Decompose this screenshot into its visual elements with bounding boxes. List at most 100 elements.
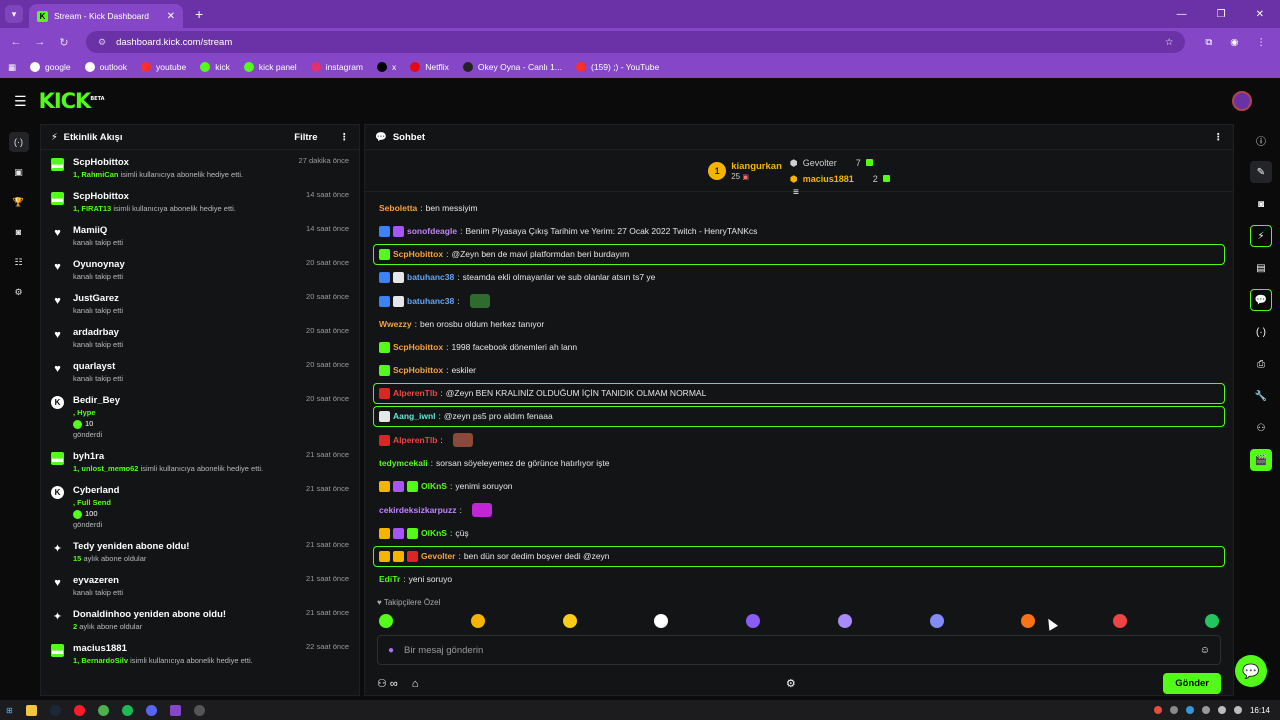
emote-icon[interactable] — [654, 614, 669, 628]
activity-item[interactable]: K Cyberland , Full Send 100 gönderdi 21 saat … — [41, 478, 359, 534]
chat-message[interactable]: AlperenTlb: — [373, 429, 1225, 451]
file-explorer-icon[interactable] — [25, 704, 37, 716]
activity-item[interactable]: ▬ ScpHobittox 1, FIRAT13 isimli kullanıcıy… — [41, 184, 359, 218]
kick-logo[interactable]: KICKBETA — [38, 89, 105, 113]
tab-search-button[interactable]: ▾ — [5, 5, 23, 23]
activity-item[interactable]: ✦ Tedy yeniden abone oldu! 15 aylık abone … — [41, 534, 359, 568]
chat-username[interactable]: OlKnS — [421, 481, 447, 491]
activity-item[interactable]: ♥ eyvazeren kanalı takip etti 21 saat önce — [41, 568, 359, 602]
quick-actions-icon[interactable]: ⚡ — [1250, 225, 1272, 247]
send-button[interactable]: Gönder — [1163, 673, 1221, 694]
chat-username[interactable]: sonofdeagle — [407, 226, 458, 236]
new-tab-button[interactable]: + — [195, 6, 204, 22]
clapperboard-icon[interactable]: 🎬 — [1250, 449, 1272, 471]
activity-item[interactable]: ♥ Oyunoynay kanalı takip etti 20 saat önce — [41, 252, 359, 286]
apps-grid-icon[interactable]: ▦ — [8, 61, 17, 72]
bookmark-item[interactable]: x — [377, 62, 396, 72]
edit-pencil-icon[interactable]: ✎ — [1250, 161, 1272, 183]
spotify-icon[interactable] — [121, 704, 133, 716]
tray-icon[interactable] — [1217, 706, 1226, 714]
gifter-3[interactable]: ⬢ macius1881 2 — [790, 171, 890, 187]
chat-message[interactable]: EdiTr: yeni soruyo — [379, 574, 453, 584]
activity-item[interactable]: K Bedir_Bey , Hype 10 gönderdi 20 saat önce — [41, 388, 359, 444]
chat-username[interactable]: EdiTr — [379, 574, 401, 584]
bookmark-star-icon[interactable]: ☆ — [1164, 36, 1174, 48]
profile-icon[interactable]: ◉ — [1230, 36, 1239, 48]
tray-icon[interactable] — [1153, 706, 1162, 714]
chrome-icon[interactable] — [97, 704, 109, 716]
tray-icon[interactable] — [1185, 706, 1194, 714]
chat-username[interactable]: batuhanc38 — [407, 272, 455, 282]
chat-message[interactable]: OlKnS: yenimi soruyon — [373, 476, 1225, 497]
chat-username[interactable]: Gevolter — [421, 551, 456, 561]
capture-icon[interactable]: ◙ — [1257, 198, 1265, 210]
more-options-icon[interactable]: ⋮ — [339, 131, 350, 143]
notes-icon[interactable]: ▤ — [1256, 262, 1266, 274]
bookmark-item[interactable]: (159) ;) - YouTube — [575, 62, 659, 72]
chat-message[interactable]: Gevolter: ben dün sor dedim boşver dedi … — [373, 546, 1225, 567]
browser-menu-icon[interactable]: ⋮ — [1256, 36, 1267, 48]
camera-icon[interactable]: ◙ — [15, 227, 22, 237]
steam-icon[interactable] — [49, 704, 61, 716]
chat-message-input[interactable] — [404, 644, 1190, 656]
chat-username[interactable]: AlperenTlb — [393, 434, 438, 445]
chat-username[interactable]: Aang_iwnl — [393, 411, 436, 421]
chat-message[interactable]: cekirdeksizkarpuzz: — [373, 499, 1225, 521]
chat-username[interactable]: ScpHobittox — [393, 365, 444, 375]
emoji-icon[interactable]: ☺ — [1199, 644, 1210, 656]
bookmark-item[interactable]: outlook — [84, 62, 127, 72]
gifter-2[interactable]: ⬢ Gevolter 7 — [790, 155, 890, 171]
bookmark-item[interactable]: youtube — [140, 62, 186, 72]
tray-icon[interactable] — [1233, 706, 1242, 714]
emote-icon[interactable] — [562, 614, 577, 628]
settings-gear-icon[interactable]: ⚙ — [14, 286, 23, 297]
chat-message[interactable]: Wwezzy: ben orosbu oldum herkez tanıyor — [379, 319, 545, 329]
nodes-icon[interactable]: ⚇ — [1256, 422, 1266, 434]
back-icon[interactable]: ← — [10, 36, 22, 48]
printer-icon[interactable]: ⎙ — [1257, 358, 1265, 370]
bookmark-item[interactable]: kick panel — [243, 62, 297, 72]
reload-icon[interactable]: ↻ — [59, 36, 69, 49]
chat-message[interactable]: sonofdeagle: Benim Piyasaya Çıkış Tarihi… — [373, 221, 1225, 242]
site-info-icon[interactable]: ⚙ — [98, 36, 107, 47]
windows-start-icon[interactable]: ⊞ — [6, 705, 13, 715]
tray-icon[interactable] — [1169, 706, 1178, 714]
bookmark-item[interactable]: Okey Oyna - Canlı 1... — [462, 62, 562, 72]
emote-icon[interactable] — [1204, 614, 1219, 628]
chat-message[interactable]: OlKnS: çüş — [373, 523, 1225, 544]
community-icon[interactable]: ☷ — [14, 256, 23, 267]
chat-message[interactable]: tedymcekali: sorsan söyeleyemez de görün… — [379, 458, 610, 468]
chat-filter-icon[interactable]: ≡ — [793, 187, 799, 198]
browser-tab-active[interactable]: K Stream - Kick Dashboard ✕ — [29, 4, 183, 28]
chat-username[interactable]: batuhanc38 — [407, 295, 455, 306]
chat-message[interactable]: batuhanc38: — [373, 290, 1225, 312]
bookmark-item[interactable]: instagram — [310, 62, 363, 72]
address-bar[interactable]: ⚙ dashboard.kick.com/stream ☆ — [86, 31, 1186, 53]
info-icon[interactable]: ⓘ — [1256, 136, 1266, 148]
chat-input-box[interactable]: ● ☺ — [377, 635, 1221, 665]
app-icon[interactable] — [193, 704, 205, 716]
chat-settings-icon[interactable]: ⚙ — [785, 678, 796, 690]
chat-support-fab-icon[interactable]: 💬 — [1235, 655, 1267, 687]
activity-item[interactable]: ♥ MamiiQ kanalı takip etti 14 saat önce — [41, 218, 359, 252]
activity-item[interactable]: ♥ ardadrbay kanalı takip etti 20 saat önce — [41, 320, 359, 354]
bookmark-item[interactable]: google — [30, 62, 71, 72]
chat-username[interactable]: Wwezzy — [379, 319, 412, 329]
chat-toggle-icon[interactable]: 💬 — [1250, 289, 1272, 311]
chat-message[interactable]: Seboletta: ben messiyim — [379, 203, 478, 213]
user-avatar[interactable] — [1232, 91, 1252, 111]
chat-message[interactable]: ScpHobittox: @Zeyn ben de mavi platformd… — [373, 244, 1225, 265]
opera-icon[interactable] — [73, 704, 85, 716]
microphone-icon[interactable]: ● — [388, 644, 395, 656]
emote-icon[interactable] — [1021, 614, 1036, 628]
activity-item[interactable]: ✦ Donaldinhoo yeniden abone oldu! 2 aylık … — [41, 602, 359, 636]
chat-message[interactable]: batuhanc38: steamda ekli olmayanlar ve s… — [373, 267, 1225, 288]
bookmark-item[interactable]: Netflix — [410, 62, 449, 72]
tab-close-icon[interactable]: ✕ — [166, 10, 175, 22]
chat-options-icon[interactable]: ⋮ — [1213, 131, 1224, 143]
chat-message[interactable]: ScpHobittox: eskiler — [373, 360, 1225, 381]
kicks-infinity-icon[interactable]: ⚇ ∞ — [377, 678, 398, 690]
activity-item[interactable]: ♥ quarlayst kanalı takip etti 20 saat önce — [41, 354, 359, 388]
filter-button[interactable]: Filtre — [294, 131, 318, 143]
discord-icon[interactable] — [145, 704, 157, 716]
